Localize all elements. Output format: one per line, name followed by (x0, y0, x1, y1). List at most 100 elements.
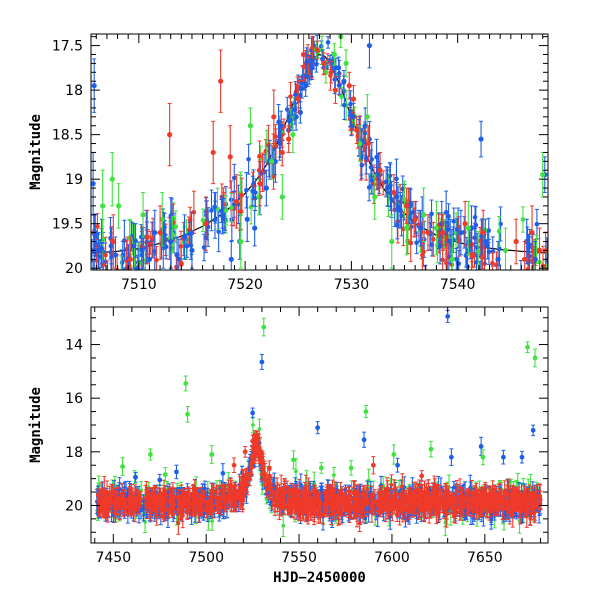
data-point-red (310, 45, 315, 50)
data-point-blue (486, 228, 492, 233)
data-point-blue (231, 175, 237, 181)
data-point-red (257, 153, 262, 159)
x-tick-label: 7540 (440, 277, 476, 293)
data-point-green (402, 197, 407, 202)
data-point-green (256, 194, 262, 200)
y-tick-label: 18 (65, 83, 83, 99)
data-point-blue (318, 43, 324, 49)
data-point-blue (397, 207, 403, 213)
top-panel: 7510 7520 7530 7540 17.5 18 18.5 19 19.5 20 Magnit… (28, 33, 549, 293)
data-point-blue (472, 214, 478, 220)
data-point-blue (263, 185, 269, 191)
data-point-blue (414, 240, 419, 246)
data-point-blue (350, 114, 357, 120)
data-point-blue (364, 155, 369, 161)
data-point-blue (133, 238, 138, 243)
data-point-green (116, 203, 122, 209)
data-point-red (295, 96, 301, 102)
data-point-green (389, 238, 395, 245)
data-point-red (440, 229, 446, 236)
data-point-blue (284, 107, 290, 112)
data-point-red (105, 271, 110, 276)
data-point-blue (374, 154, 379, 160)
data-point-blue (534, 221, 540, 227)
data-point-blue (400, 186, 406, 192)
data-point-blue (443, 210, 449, 215)
data-point-red (286, 136, 292, 142)
x-tick-label: 7520 (227, 277, 263, 293)
data-point-blue (341, 78, 347, 84)
data-point-green (433, 225, 440, 231)
data-point-green (404, 225, 410, 231)
data-point-red (536, 247, 543, 254)
data-point-red (420, 252, 425, 258)
data-point-red (288, 94, 293, 99)
data-point-green (251, 423, 255, 427)
data-point-blue (298, 482, 303, 487)
data-point-green (279, 194, 285, 200)
data-point-blue (409, 224, 414, 230)
y-tick-label: 19.5 (52, 217, 83, 233)
data-point-blue (447, 238, 453, 245)
data-point-blue (303, 83, 309, 89)
data-point-red (480, 255, 485, 260)
data-point-blue (325, 40, 331, 45)
data-point-blue (297, 109, 303, 115)
data-point-red (157, 229, 163, 236)
data-point-green (294, 469, 298, 474)
data-point-blue (277, 140, 283, 147)
y-tick-label: 20 (65, 261, 83, 277)
y-axis-label: Magnitude (28, 114, 44, 190)
data-point-blue (394, 194, 400, 200)
data-point-red (440, 257, 445, 263)
data-point-green (127, 235, 132, 241)
data-point-green (465, 225, 471, 231)
data-point-green (100, 203, 106, 209)
data-point-red (234, 198, 240, 205)
data-point-blue (417, 225, 424, 231)
data-point-blue (454, 256, 459, 262)
data-point-red (257, 181, 263, 187)
data-point-blue (478, 279, 483, 284)
data-point-blue (228, 256, 234, 262)
data-point-blue (366, 42, 373, 49)
data-point-blue (472, 235, 478, 240)
data-point-green (269, 158, 275, 164)
data-point-blue (112, 252, 119, 258)
data-point-blue (524, 238, 530, 245)
data-point-blue (375, 172, 381, 178)
data-point-green (357, 140, 363, 147)
data-point-red (328, 69, 334, 75)
data-point-green (496, 228, 502, 234)
data-point-blue (309, 65, 315, 71)
data-point-blue (482, 238, 488, 245)
data-point-blue (91, 181, 96, 187)
data-point-green (290, 132, 296, 138)
data-point-red (203, 221, 209, 227)
data-point-blue (293, 92, 298, 97)
data-point-red (127, 256, 133, 262)
data-point-green (372, 194, 378, 200)
data-point-blue (348, 110, 353, 115)
data-point-blue (394, 176, 399, 182)
data-point-blue (342, 102, 347, 108)
data-point-blue (95, 247, 102, 254)
y-tick-label: 17.5 (52, 39, 83, 55)
data-point-blue (174, 252, 180, 258)
data-point-blue (532, 256, 538, 262)
data-point-blue (252, 225, 258, 231)
data-point-green (339, 94, 344, 100)
data-point-red (191, 210, 197, 215)
data-point-red (239, 193, 245, 198)
top-data (91, 34, 548, 284)
data-point-red (462, 221, 468, 227)
data-point-blue (454, 227, 460, 232)
data-point-red (444, 260, 449, 266)
data-point-red (174, 264, 179, 270)
data-point-blue (293, 114, 299, 120)
data-point-blue (423, 274, 428, 279)
data-point-green (364, 114, 370, 120)
data-point-blue (366, 185, 372, 190)
